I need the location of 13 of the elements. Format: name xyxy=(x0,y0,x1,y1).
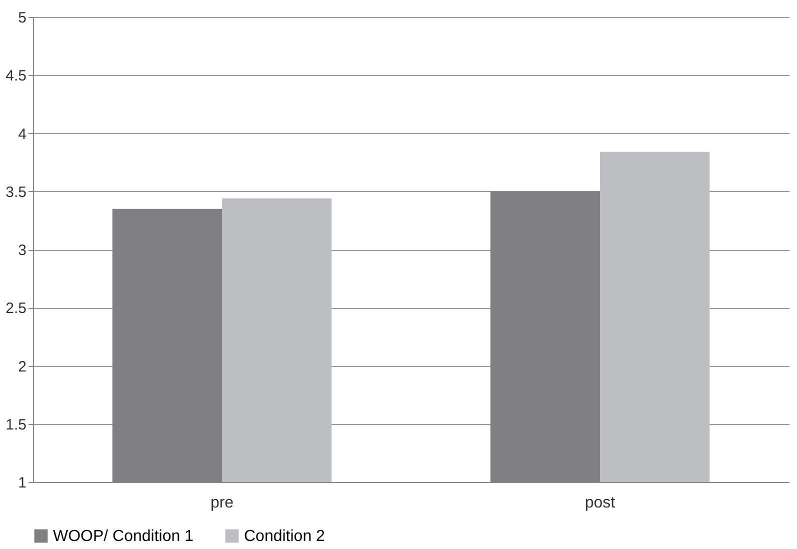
legend-label: WOOP/ Condition 1 xyxy=(53,528,194,545)
y-tick-label: 1.5 xyxy=(6,416,26,434)
x-tick-label: pre xyxy=(210,494,234,512)
y-tick-label: 3 xyxy=(18,242,26,259)
y-tick-label: 4 xyxy=(18,126,26,143)
y-tick-label: 4.5 xyxy=(6,68,26,85)
y-tick-label: 2.5 xyxy=(6,300,26,318)
legend-label: Condition 2 xyxy=(244,528,326,545)
y-tick-label: 1 xyxy=(18,474,26,492)
x-tick-label: post xyxy=(584,494,616,512)
y-tick-label: 3.5 xyxy=(6,184,26,201)
y-tick-label: 5 xyxy=(18,10,26,26)
y-tick-label: 2 xyxy=(18,358,26,376)
